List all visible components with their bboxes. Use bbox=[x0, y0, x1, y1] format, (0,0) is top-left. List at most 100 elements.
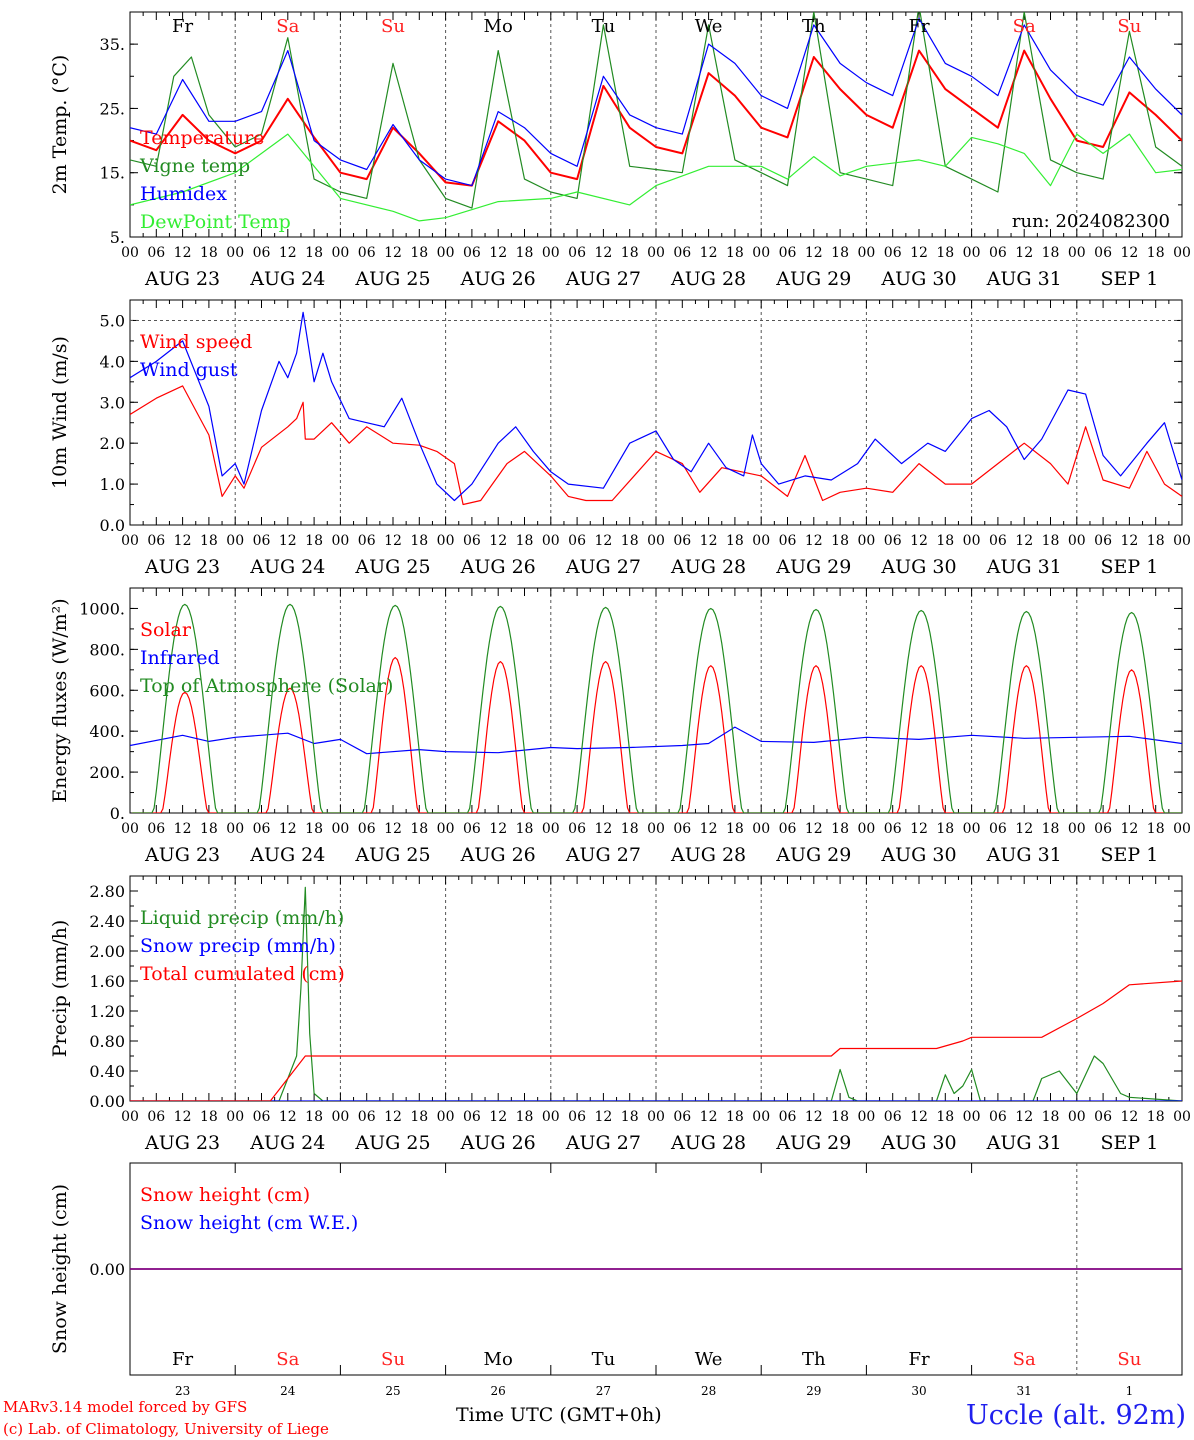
hour-label: 12 bbox=[1120, 821, 1138, 837]
station-name: Uccle (alt. 92m) bbox=[966, 1400, 1186, 1431]
hour-label: 18 bbox=[200, 821, 218, 837]
plot-frame bbox=[129, 11, 1183, 238]
legend-entry: Temperature bbox=[140, 127, 264, 149]
hour-label: 12 bbox=[910, 1109, 928, 1125]
hour-label: 12 bbox=[594, 821, 612, 837]
hour-label: 12 bbox=[700, 821, 718, 837]
weekday-label: Mo bbox=[484, 1349, 513, 1370]
legend-entry: Wind speed bbox=[140, 331, 252, 353]
hour-label: 06 bbox=[568, 821, 586, 837]
time-axis-label: Time UTC (GMT+0h) bbox=[456, 1404, 662, 1426]
hour-label: 00 bbox=[226, 533, 244, 549]
date-label: AUG 30 bbox=[880, 556, 956, 578]
hour-label: 18 bbox=[1147, 533, 1165, 549]
date-label: AUG 25 bbox=[354, 1132, 430, 1154]
panel-4: 0.00 0.40 0.80 1.20 1.60 2.00 2.40 2.80 Precip (… bbox=[49, 875, 1191, 1154]
date-label: AUG 28 bbox=[670, 268, 746, 290]
hour-label: 06 bbox=[358, 821, 376, 837]
hour-label: 00 bbox=[963, 821, 981, 837]
weekday-label: Sa bbox=[1013, 1349, 1036, 1370]
hour-label: 12 bbox=[594, 1109, 612, 1125]
hour-label: 18 bbox=[1147, 821, 1165, 837]
hour-label: 00 bbox=[226, 1109, 244, 1125]
hour-label: 18 bbox=[1042, 533, 1060, 549]
hour-label: 00 bbox=[226, 821, 244, 837]
hour-label: 18 bbox=[726, 1109, 744, 1125]
date-label: AUG 23 bbox=[144, 556, 220, 578]
hour-label: 06 bbox=[463, 533, 481, 549]
weekday-label: Th bbox=[802, 1349, 826, 1370]
date-label: SEP 1 bbox=[1100, 844, 1158, 866]
hour-label: 18 bbox=[936, 1109, 954, 1125]
hour-label: 00 bbox=[857, 1109, 875, 1125]
hour-label: 00 bbox=[963, 245, 981, 261]
weekday-label: Fr bbox=[908, 1349, 929, 1370]
y-axis-label: 2m Temp. (°C) bbox=[49, 55, 71, 195]
date-label: AUG 29 bbox=[775, 1132, 851, 1154]
hour-label: 12 bbox=[805, 821, 823, 837]
series-group bbox=[130, 12, 1182, 222]
hour-label: 06 bbox=[673, 821, 691, 837]
hour-label: 12 bbox=[174, 1109, 192, 1125]
hour-label: 06 bbox=[1094, 533, 1112, 549]
hour-label: 00 bbox=[437, 533, 455, 549]
hour-label: 12 bbox=[700, 1109, 718, 1125]
hour-label: 00 bbox=[647, 533, 665, 549]
hour-label: 18 bbox=[305, 245, 323, 261]
weekday-label: Sa bbox=[276, 16, 299, 37]
y-tick-label: 5. bbox=[110, 228, 125, 247]
y-tick-label: 400. bbox=[89, 722, 125, 741]
date-label: AUG 30 bbox=[880, 268, 956, 290]
weekday-label: Fr bbox=[172, 1349, 193, 1370]
hour-label: 00 bbox=[331, 1109, 349, 1125]
hour-label: 06 bbox=[1094, 821, 1112, 837]
hour-label: 06 bbox=[673, 1109, 691, 1125]
hour-label: 18 bbox=[516, 245, 534, 261]
hour-label: 06 bbox=[358, 1109, 376, 1125]
hour-label: 12 bbox=[1015, 533, 1033, 549]
series-group bbox=[130, 886, 1182, 1101]
hour-label: 18 bbox=[200, 1109, 218, 1125]
date-label: AUG 24 bbox=[249, 1132, 325, 1154]
legend-entry: Humidex bbox=[140, 183, 227, 205]
y-tick-label: 5.0 bbox=[100, 311, 125, 330]
hour-label: 00 bbox=[1173, 1109, 1191, 1125]
weekday-label: Th bbox=[802, 16, 826, 37]
legend-entry: Snow height (cm W.E.) bbox=[140, 1212, 358, 1234]
panel-1: 5. 15. 25. 35. 2m Temp. (°C) Temperature Vigne… bbox=[49, 11, 1191, 290]
hour-label: 12 bbox=[489, 821, 507, 837]
hour-label: 12 bbox=[805, 1109, 823, 1125]
y-tick-label: 2.80 bbox=[89, 882, 125, 901]
y-tick-label: 3.0 bbox=[100, 393, 125, 412]
hour-label: 12 bbox=[384, 821, 402, 837]
hour-label: 06 bbox=[989, 533, 1007, 549]
hour-label: 06 bbox=[989, 1109, 1007, 1125]
date-label: AUG 25 bbox=[354, 268, 430, 290]
plot-frame bbox=[129, 587, 1183, 814]
y-tick-label: 15. bbox=[100, 164, 125, 183]
hour-label: 12 bbox=[1015, 821, 1033, 837]
hour-label: 12 bbox=[1015, 1109, 1033, 1125]
hour-label: 18 bbox=[621, 245, 639, 261]
series-line-liquid-precip-mm-h- bbox=[130, 886, 1182, 1101]
hour-label: 18 bbox=[831, 533, 849, 549]
hour-label: 12 bbox=[1015, 245, 1033, 261]
panel-3: 0. 200. 400. 600. 800. 1000. Energy fluxes (W/… bbox=[49, 587, 1191, 866]
hour-label: 06 bbox=[147, 245, 165, 261]
hour-label: 00 bbox=[121, 821, 139, 837]
date-label: AUG 29 bbox=[775, 844, 851, 866]
date-label: AUG 31 bbox=[986, 268, 1062, 290]
hour-label: 18 bbox=[726, 821, 744, 837]
hour-label: 18 bbox=[621, 821, 639, 837]
weekday-label: Sa bbox=[1013, 16, 1036, 37]
date-label: AUG 31 bbox=[986, 1132, 1062, 1154]
hour-label: 00 bbox=[331, 533, 349, 549]
weekday-label: Su bbox=[1117, 16, 1141, 37]
date-label: AUG 29 bbox=[775, 556, 851, 578]
y-tick-label: 800. bbox=[89, 640, 125, 659]
hour-label: 06 bbox=[463, 245, 481, 261]
weekday-label: We bbox=[695, 16, 723, 37]
hour-label: 00 bbox=[331, 245, 349, 261]
date-label: AUG 29 bbox=[775, 268, 851, 290]
hour-label: 00 bbox=[752, 245, 770, 261]
